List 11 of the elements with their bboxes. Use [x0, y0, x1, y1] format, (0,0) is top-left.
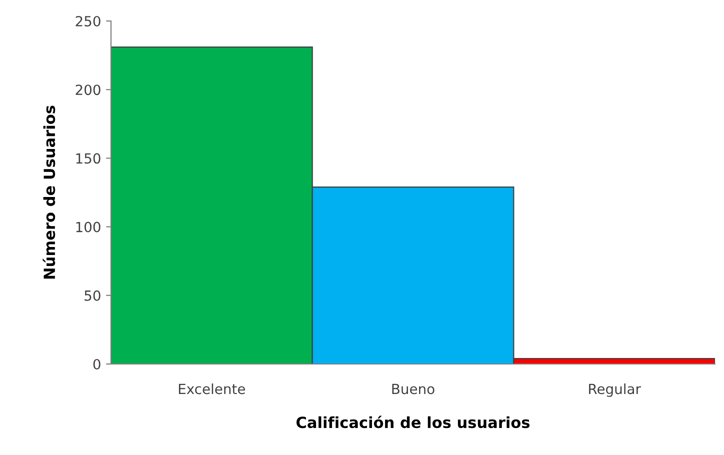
x-tick-label: Bueno [392, 384, 434, 394]
y-tick-label: 0 [93, 358, 100, 370]
x-tick-label: Regular [589, 383, 641, 397]
y-tick-label: 150 [76, 153, 100, 164]
y-tick-label: 50 [84, 290, 100, 301]
x-axis-title: Calificación de los usuarios [296, 416, 530, 428]
y-axis-title: Número de Usuarios [42, 106, 56, 279]
y-tick-label: 250 [76, 16, 100, 26]
x-tick-label: Excelente [178, 383, 245, 394]
y-tick-label: 200 [76, 84, 100, 96]
y-tick-label: 100 [76, 222, 100, 232]
